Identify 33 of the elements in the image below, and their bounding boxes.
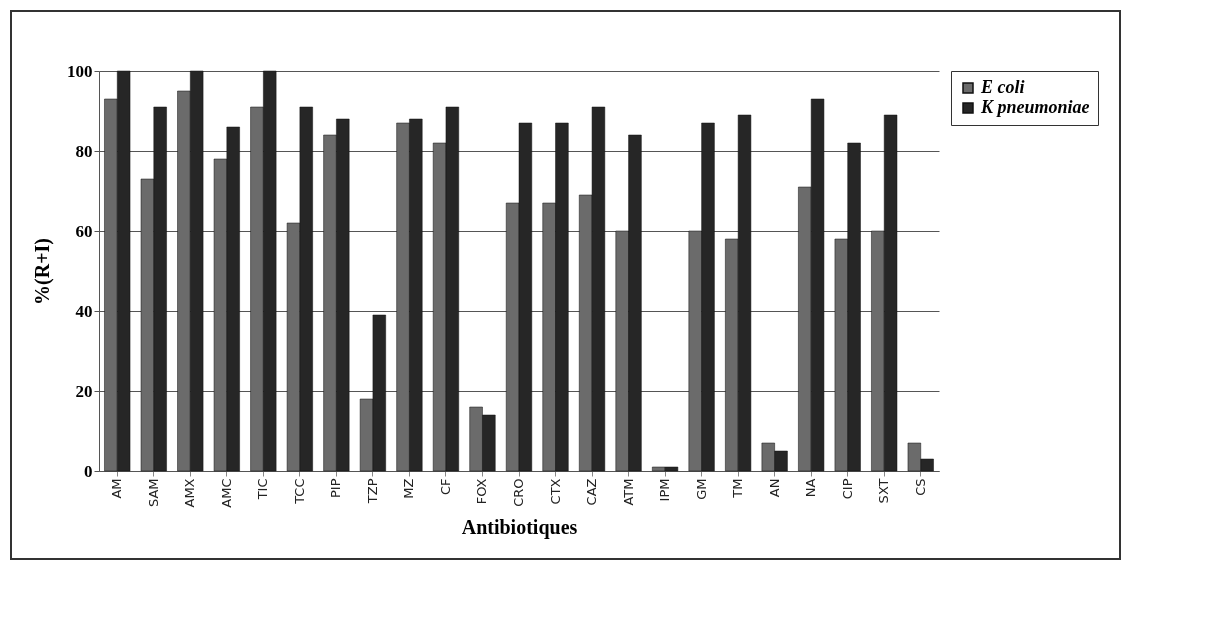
x-tick-label: TZP	[364, 478, 380, 505]
x-tick-label: CF	[437, 478, 453, 496]
x-tick-label: AMC	[218, 478, 234, 508]
y-tick-label: 40	[75, 301, 93, 321]
x-tick-label: PIP	[328, 478, 344, 499]
y-tick-label: 0	[84, 461, 93, 481]
x-tick-label: MZ	[401, 478, 417, 499]
y-axis-title: %(R+I)	[31, 238, 54, 305]
y-tick-label: 100	[67, 61, 93, 81]
x-tick-label: CS	[912, 478, 928, 496]
x-tick-label: CIP	[839, 478, 855, 500]
x-tick-label: AMX	[182, 478, 198, 508]
x-tick-label: FOX	[474, 478, 490, 505]
x-tick-label: AN	[766, 478, 782, 498]
x-tick-label: IPM	[657, 478, 673, 502]
legend-label: E coli	[980, 77, 1025, 97]
x-tick-label: AM	[109, 478, 125, 499]
x-tick-label: SXT	[876, 478, 892, 504]
x-tick-label: TCC	[291, 478, 307, 505]
legend-label: K pneumoniae	[980, 97, 1090, 117]
x-tick-label: TIC	[255, 478, 271, 501]
x-tick-label: NA	[803, 478, 819, 498]
y-tick-label: 80	[75, 141, 93, 161]
y-tick-label: 20	[75, 381, 93, 401]
x-tick-label: ATM	[620, 478, 636, 506]
y-tick-label: 60	[75, 221, 93, 241]
x-tick-label: TM	[730, 478, 746, 499]
x-tick-label: GM	[693, 478, 709, 500]
x-axis-title: Antibiotiques	[461, 515, 578, 539]
x-tick-label: CRO	[511, 478, 526, 507]
x-tick-label: SAM	[145, 478, 161, 508]
x-tick-label: CAZ	[584, 478, 600, 506]
x-tick-label: CTX	[547, 478, 563, 505]
